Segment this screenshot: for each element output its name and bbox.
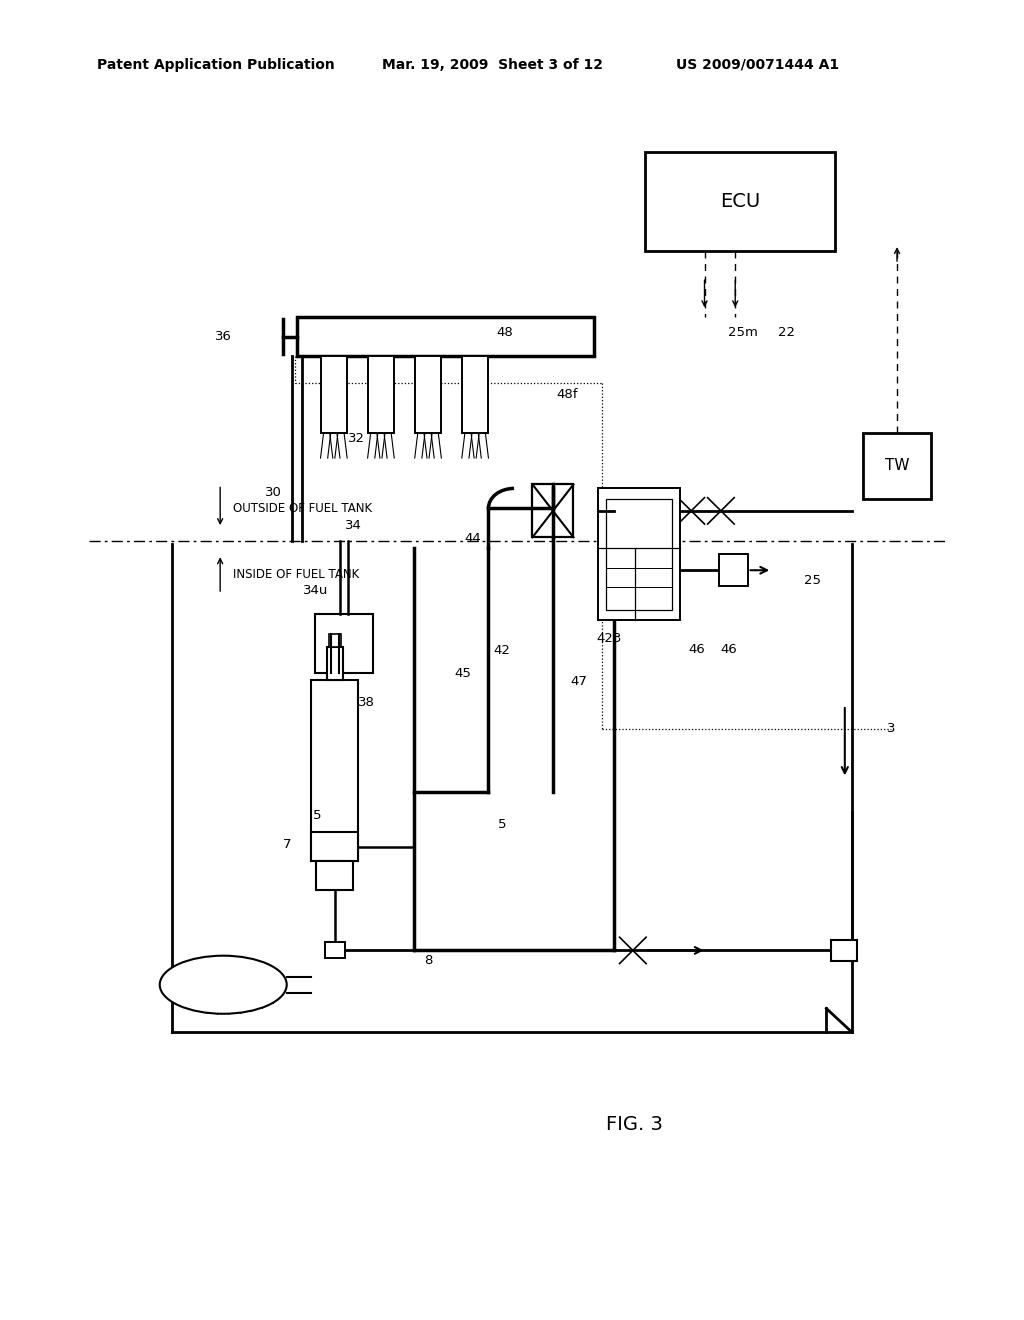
Text: Mar. 19, 2009  Sheet 3 of 12: Mar. 19, 2009 Sheet 3 of 12 — [382, 58, 603, 71]
Text: 38: 38 — [358, 696, 375, 709]
Bar — [863, 433, 931, 499]
Text: 7: 7 — [283, 838, 291, 851]
Text: 8: 8 — [424, 954, 432, 968]
Bar — [311, 680, 358, 861]
Bar — [719, 554, 748, 586]
Text: 46: 46 — [688, 643, 705, 656]
Text: 36: 36 — [215, 330, 231, 343]
Ellipse shape — [160, 956, 287, 1014]
Text: FIG. 3: FIG. 3 — [606, 1115, 664, 1134]
Bar — [645, 152, 835, 251]
Bar — [327, 647, 343, 680]
Bar — [368, 356, 394, 433]
Bar — [316, 861, 353, 890]
Bar — [325, 942, 345, 958]
Text: 30: 30 — [265, 486, 282, 499]
Bar — [831, 940, 857, 961]
Text: 44: 44 — [465, 532, 481, 545]
Bar — [598, 488, 680, 620]
Text: 25: 25 — [804, 574, 820, 587]
Text: 48f: 48f — [557, 388, 578, 401]
Text: 45: 45 — [455, 667, 471, 680]
Text: 25m: 25m — [728, 326, 759, 339]
Bar — [311, 832, 358, 861]
Text: 22: 22 — [778, 326, 795, 339]
Bar — [415, 356, 441, 433]
Bar — [297, 317, 594, 356]
Text: 46: 46 — [721, 643, 737, 656]
Text: 47: 47 — [570, 675, 587, 688]
Text: 5: 5 — [313, 809, 322, 822]
Text: 3: 3 — [887, 722, 895, 735]
Text: 32: 32 — [348, 432, 365, 445]
Text: 34: 34 — [345, 519, 361, 532]
Bar — [532, 484, 573, 537]
Bar — [329, 634, 341, 647]
Bar — [606, 499, 672, 610]
Text: US 2009/0071444 A1: US 2009/0071444 A1 — [676, 58, 839, 71]
Text: 5: 5 — [498, 818, 506, 832]
Bar — [315, 614, 373, 673]
Text: 42: 42 — [494, 644, 510, 657]
Text: 48: 48 — [497, 326, 513, 339]
Text: 34u: 34u — [303, 583, 328, 597]
Text: INSIDE OF FUEL TANK: INSIDE OF FUEL TANK — [233, 568, 359, 581]
Text: Patent Application Publication: Patent Application Publication — [97, 58, 335, 71]
Text: 423: 423 — [597, 632, 622, 645]
Bar — [462, 356, 488, 433]
Bar — [321, 356, 347, 433]
Text: ECU: ECU — [720, 191, 760, 211]
Text: TW: TW — [885, 458, 909, 474]
Text: OUTSIDE OF FUEL TANK: OUTSIDE OF FUEL TANK — [233, 502, 373, 515]
